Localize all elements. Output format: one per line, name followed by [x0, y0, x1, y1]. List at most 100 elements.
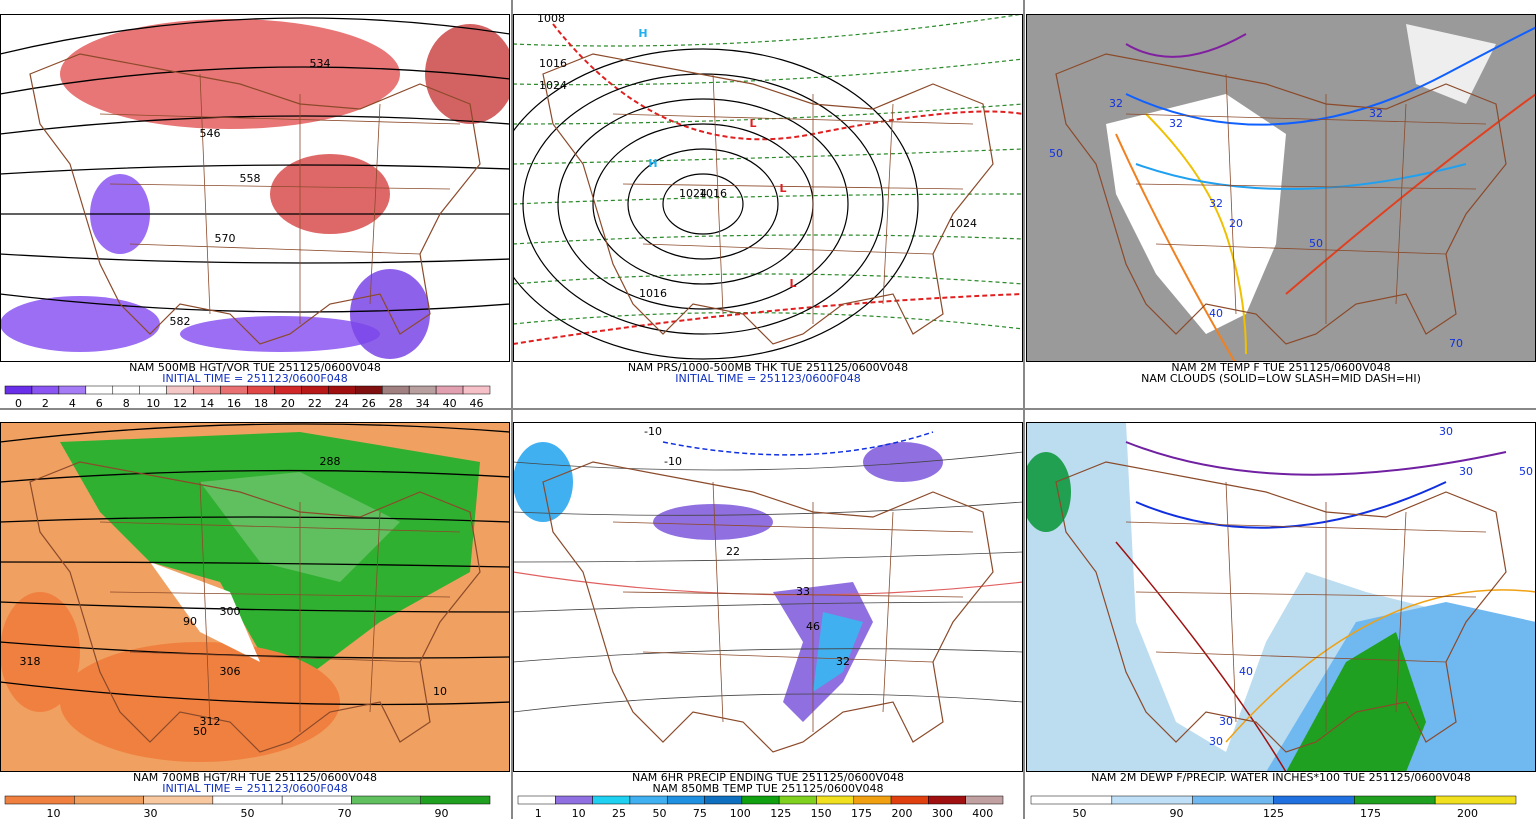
temp-contour: [513, 501, 1023, 516]
colorbar-label: 4: [69, 397, 76, 410]
map-label: 288: [320, 455, 341, 468]
map-label: 32: [836, 655, 850, 668]
colorbar-label: 50: [1073, 807, 1087, 819]
height-contour: [0, 253, 510, 264]
map-label: 32: [1369, 107, 1383, 120]
state-boundaries: [612, 73, 974, 324]
colorbar-swatch: [816, 795, 855, 805]
colorbar-swatch: [462, 385, 491, 395]
state-boundaries: [612, 481, 974, 732]
map-label: 32: [1169, 117, 1183, 130]
isobar: [627, 148, 779, 260]
map-label: 70: [1449, 337, 1463, 350]
thickness-contour: [513, 58, 1023, 86]
colorbar-label: 1: [535, 807, 542, 819]
colorbar-swatch: [420, 795, 491, 805]
state-boundaries: [1055, 461, 1507, 753]
map-label: 30: [1209, 735, 1223, 748]
colorbar: 10 30 50 70 90: [4, 795, 491, 820]
dewp-contour: [1225, 589, 1536, 743]
colorbar-label: 46: [470, 397, 484, 410]
map: 32 32 32 20 50 40 70 32 50: [1026, 14, 1536, 362]
map: -10 -10 33 46 32 22: [513, 422, 1023, 772]
weather-panel: 318 306 312 300 288 50 10 90 NAM 700MB HGT/RH TU…: [0, 422, 510, 820]
mid-rh: [150, 562, 260, 662]
colorbar-swatch: [853, 795, 892, 805]
colorbar-swatch: [408, 385, 437, 395]
colorbar-swatch: [629, 795, 668, 805]
pw-area: [1026, 452, 1071, 532]
temp-contour: [513, 551, 1023, 563]
colorbar-swatch: [143, 795, 214, 805]
map-label: 20: [1229, 217, 1243, 230]
colorbar-swatch: [592, 795, 631, 805]
colorbar-swatch: [555, 795, 593, 805]
map-layer: 534 558 570 582 546: [0, 17, 510, 359]
map-label: 1016: [539, 57, 567, 70]
map-label: 30: [1459, 465, 1473, 478]
colorbar-swatch: [741, 795, 780, 805]
colorbar-label: 28: [389, 397, 403, 410]
colorbar: 1 10 25 50 75 100 125 150 175 200 300 400: [517, 795, 1004, 820]
colorbar-swatch: [1111, 795, 1193, 805]
temp-contour: [1285, 93, 1536, 295]
colorbar-swatch: [890, 795, 929, 805]
colorbar-swatch: [1273, 795, 1355, 805]
map: 30 30 50 40 30 30: [1026, 422, 1536, 772]
vorticity-area: [180, 316, 380, 352]
state-boundaries: [1055, 53, 1507, 345]
clear-area: [1406, 24, 1496, 104]
map: 318 306 312 300 288 50 10 90: [0, 422, 510, 772]
colorbar-swatch: [4, 385, 33, 395]
weather-panel: 534 558 570 582 546 NAM 500MB HGT/VOR TUE 251…: [0, 14, 510, 410]
colorbar-swatch: [85, 385, 114, 395]
state-boundaries: [99, 73, 461, 324]
dry-area: [60, 642, 340, 762]
temp-contour: [513, 601, 1023, 613]
isobar: [662, 173, 744, 235]
map-label: H: [638, 27, 647, 40]
thickness-contour: [513, 103, 1023, 125]
map-label: L: [749, 117, 756, 130]
colorbar-label: 0: [15, 397, 22, 410]
dewp-contour: [1135, 481, 1447, 529]
state-boundaries: [99, 481, 461, 732]
map-label: 40: [1239, 665, 1253, 678]
weather-panel: -10 -10 33 46 32 22 NAM 6HR PRECIP ENDING TUE …: [513, 422, 1023, 820]
panel-subtitle: INITIAL TIME = 251123/0600F048: [162, 782, 347, 795]
colorbar-swatch: [112, 385, 140, 395]
map-label: 1024: [539, 79, 567, 92]
colorbar-swatch: [212, 795, 283, 805]
cold-contour: [662, 431, 934, 456]
isobar: [557, 98, 849, 310]
colorbar-label: 12: [173, 397, 187, 410]
map-label: H: [648, 157, 657, 170]
state-boundaries: [542, 53, 994, 345]
colorbar-swatch: [351, 795, 421, 805]
isobar: [513, 48, 919, 360]
map-border: [513, 14, 1023, 362]
colorbar-label: 40: [443, 397, 457, 410]
colorbar-swatch: [778, 795, 817, 805]
height-contour: [0, 293, 510, 313]
map-label: 582: [170, 315, 191, 328]
colorbar-label: 175: [851, 807, 872, 819]
colorbar-label: 200: [891, 807, 912, 819]
state-boundaries: [542, 461, 994, 753]
colorbar-label: 22: [308, 397, 322, 410]
state-boundaries: [29, 53, 481, 345]
map-layer: 318 306 312 300 288 50 10 90: [0, 423, 510, 762]
colorbar-label: 18: [254, 397, 268, 410]
height-contour: [0, 164, 510, 175]
precip-area: [653, 504, 773, 540]
colorbar-label: 50: [241, 807, 255, 819]
map-layer: 32 32 32 20 50 40 70 32 50: [1049, 24, 1536, 362]
colorbar-label: 25: [612, 807, 626, 819]
map-label: 1016: [639, 287, 667, 300]
panel-title: NAM 700MB HGT/RH TUE 251125/0600V048: [133, 771, 377, 784]
colorbar-label: 125: [770, 807, 791, 819]
map-label: 50: [1309, 237, 1323, 250]
dry-area: [0, 592, 80, 712]
colorbar-swatch: [247, 385, 275, 395]
